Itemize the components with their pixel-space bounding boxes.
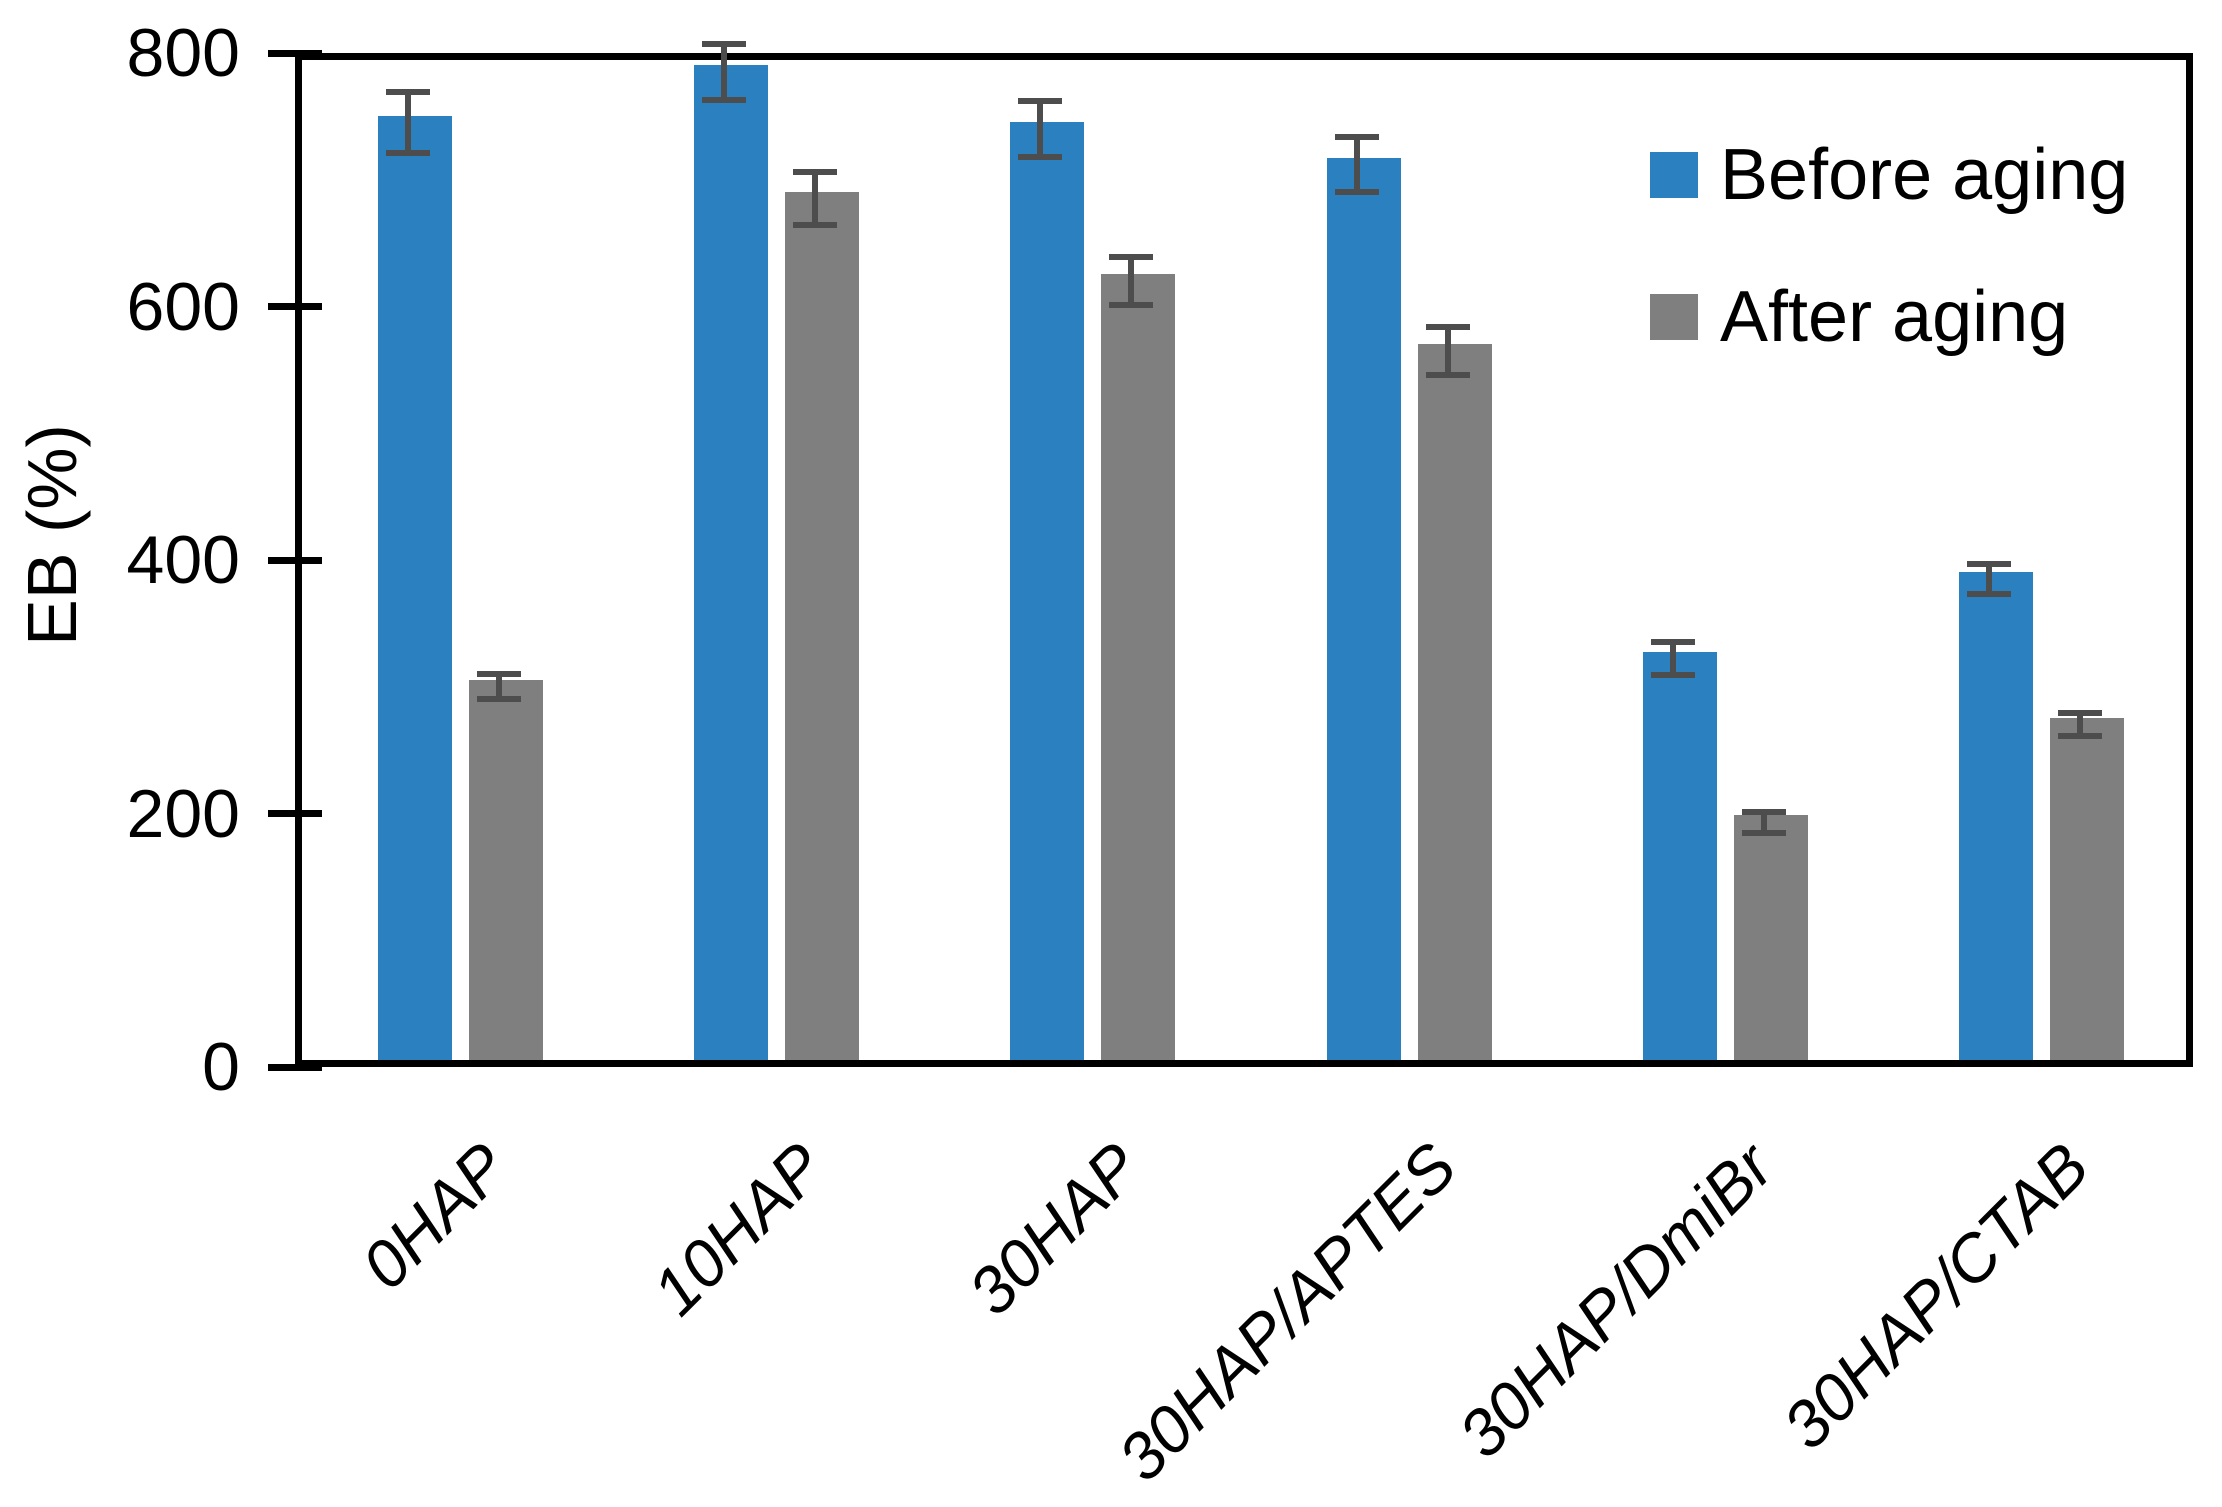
y-tick-mark bbox=[268, 1064, 322, 1071]
error-bar bbox=[2077, 713, 2083, 736]
error-bar-cap bbox=[1651, 672, 1695, 678]
y-tick-label: 0 bbox=[202, 1029, 240, 1105]
error-bar bbox=[1986, 564, 1992, 594]
error-bar-cap bbox=[1967, 591, 2011, 597]
x-category-label: 30HAP/CTAB bbox=[1768, 1128, 2104, 1463]
y-tick-mark bbox=[268, 303, 322, 310]
y-tick-label: 800 bbox=[126, 15, 240, 91]
error-bar bbox=[1037, 101, 1043, 157]
bar-after-aging-30HAP bbox=[1101, 274, 1175, 1060]
error-bar-cap bbox=[2058, 733, 2102, 739]
y-tick-label: 600 bbox=[126, 269, 240, 345]
error-bar bbox=[1128, 257, 1134, 305]
error-bar-cap bbox=[1335, 134, 1379, 140]
error-bar bbox=[405, 92, 411, 153]
bar-before-aging-10HAP bbox=[694, 65, 768, 1060]
x-category-label: 10HAP bbox=[637, 1128, 839, 1329]
error-bar bbox=[721, 44, 727, 100]
bar-before-aging-30HAP bbox=[1010, 122, 1084, 1060]
x-category-label: 30HAP/APTES bbox=[1103, 1128, 1471, 1495]
bar-after-aging-30HAP/APTES bbox=[1418, 344, 1492, 1060]
error-bar bbox=[812, 172, 818, 225]
error-bar-cap bbox=[702, 97, 746, 103]
bar-before-aging-30HAP/APTES bbox=[1327, 158, 1401, 1060]
legend-swatch-after-aging-icon bbox=[1650, 294, 1698, 340]
error-bar bbox=[496, 674, 502, 699]
x-category-label: 0HAP bbox=[346, 1128, 522, 1303]
error-bar-cap bbox=[477, 671, 521, 677]
error-bar bbox=[1670, 642, 1676, 675]
error-bar-cap bbox=[793, 169, 837, 175]
bar-after-aging-30HAP/CTAB bbox=[2050, 718, 2124, 1060]
bar-after-aging-0HAP bbox=[469, 680, 543, 1060]
error-bar-cap bbox=[702, 41, 746, 47]
error-bar bbox=[1761, 812, 1767, 832]
bar-after-aging-30HAP/DmiBr bbox=[1734, 815, 1808, 1060]
legend-label-after-aging: After aging bbox=[1720, 277, 2069, 357]
bar-before-aging-30HAP/DmiBr bbox=[1643, 652, 1717, 1060]
y-tick-label: 200 bbox=[126, 776, 240, 852]
legend-entry-after-aging: After aging bbox=[1650, 277, 2128, 357]
y-tick-label: 400 bbox=[126, 522, 240, 598]
error-bar bbox=[1354, 137, 1360, 193]
x-category-label: 30HAP bbox=[953, 1128, 1155, 1329]
error-bar-cap bbox=[1742, 809, 1786, 815]
bar-after-aging-10HAP bbox=[785, 192, 859, 1060]
bar-before-aging-30HAP/CTAB bbox=[1959, 572, 2033, 1060]
error-bar-cap bbox=[1967, 561, 2011, 567]
error-bar-cap bbox=[1742, 830, 1786, 836]
error-bar-cap bbox=[1109, 254, 1153, 260]
legend-entry-before-aging: Before aging bbox=[1650, 135, 2128, 215]
error-bar-cap bbox=[386, 89, 430, 95]
error-bar-cap bbox=[1109, 302, 1153, 308]
error-bar-cap bbox=[1018, 98, 1062, 104]
error-bar bbox=[1445, 327, 1451, 375]
error-bar-cap bbox=[2058, 710, 2102, 716]
y-tick-mark bbox=[268, 50, 322, 57]
error-bar-cap bbox=[1426, 324, 1470, 330]
error-bar-cap bbox=[1018, 154, 1062, 160]
error-bar-cap bbox=[386, 150, 430, 156]
y-tick-mark bbox=[268, 557, 322, 564]
error-bar-cap bbox=[477, 696, 521, 702]
bar-before-aging-0HAP bbox=[378, 116, 452, 1060]
error-bar-cap bbox=[1335, 189, 1379, 195]
error-bar-cap bbox=[1651, 639, 1695, 645]
plot-area bbox=[295, 53, 2193, 1067]
y-tick-mark bbox=[268, 810, 322, 817]
legend-swatch-before-aging-icon bbox=[1650, 152, 1698, 198]
x-category-label: 30HAP/DmiBr bbox=[1444, 1128, 1788, 1472]
legend: Before aging After aging bbox=[1650, 135, 2128, 357]
error-bar-cap bbox=[1426, 372, 1470, 378]
legend-label-before-aging: Before aging bbox=[1720, 135, 2129, 215]
error-bar-cap bbox=[793, 222, 837, 228]
